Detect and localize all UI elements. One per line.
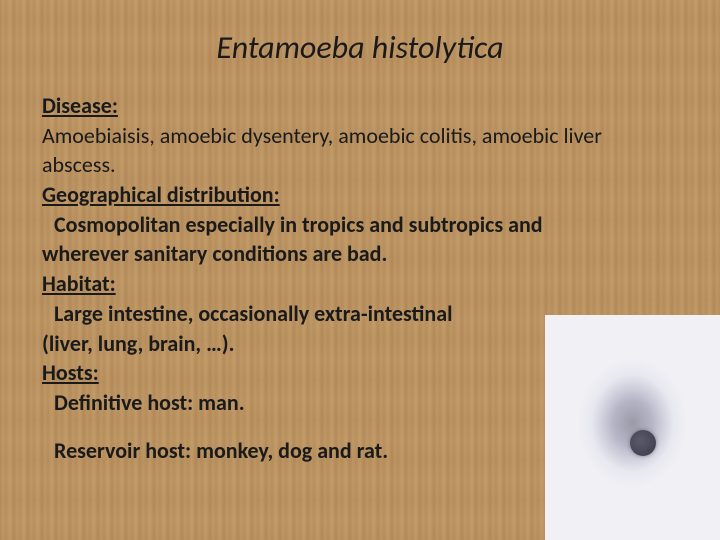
habitat-heading: Habitat: — [42, 270, 116, 297]
geo-section: Geographical distribution: Cosmopolitan … — [42, 180, 678, 269]
geo-body-line2: wherever sanitary conditions are bad. — [42, 240, 387, 267]
cell-nucleus — [630, 430, 656, 456]
slide-title: Entamoeba histolytica — [42, 28, 678, 67]
microscopy-image — [545, 315, 720, 540]
hosts-heading: Hosts: — [42, 359, 99, 386]
geo-body-line1: Cosmopolitan especially in tropics and s… — [42, 211, 543, 238]
hosts-definitive: Definitive host: man. — [42, 389, 245, 416]
disease-body: Amoebiaisis, amoebic dysentery, amoebic … — [42, 122, 602, 179]
disease-section: Disease: Amoebiaisis, amoebic dysentery,… — [42, 91, 678, 180]
habitat-body-line2: (liver, lung, brain, …). — [42, 330, 234, 357]
slide-container: Entamoeba histolytica Disease: Amoebiais… — [0, 0, 720, 540]
geo-heading: Geographical distribution: — [42, 181, 280, 208]
hosts-reservoir: Reservoir host: monkey, dog and rat. — [42, 437, 388, 464]
habitat-body-line1: Large intestine, occasionally extra-inte… — [42, 300, 453, 327]
disease-heading: Disease: — [42, 92, 118, 119]
